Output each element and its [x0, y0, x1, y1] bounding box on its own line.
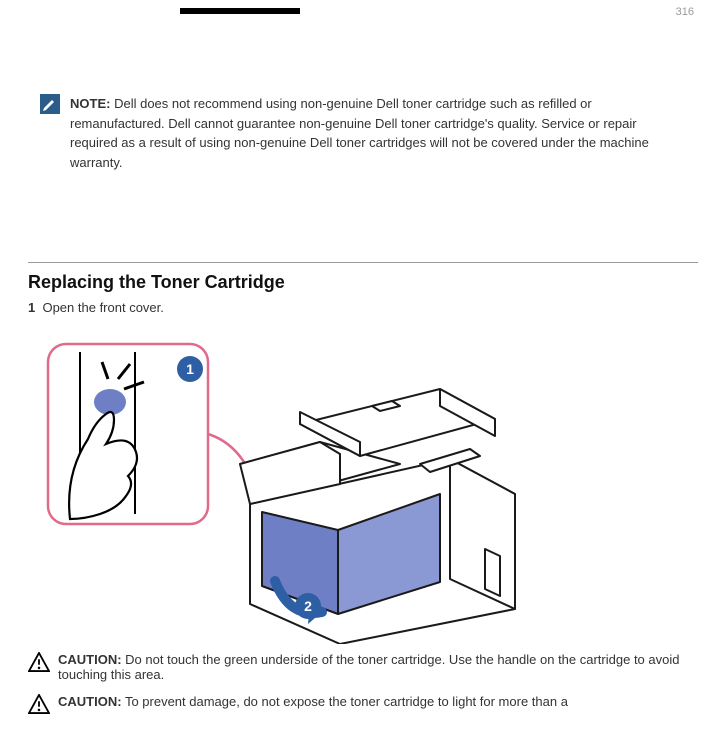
step-1-text: Open the front cover. — [42, 300, 163, 315]
pencil-note-icon — [40, 94, 60, 114]
section-title: Replacing the Toner Cartridge — [28, 272, 285, 293]
note-body: Dell does not recommend using non-genuin… — [70, 96, 649, 170]
caution1-label: CAUTION: — [58, 652, 122, 667]
printer-figure: 1 2 — [40, 324, 540, 644]
step-1: 1 Open the front cover. — [28, 300, 164, 315]
figure-badge-2: 2 — [304, 598, 312, 614]
warning-icon — [28, 694, 50, 714]
caution2-label: CAUTION: — [58, 694, 122, 709]
step-1-number: 1 — [28, 300, 35, 315]
top-tab-indicator — [180, 8, 300, 14]
warning-icon — [28, 652, 50, 672]
caution1-body: Do not touch the green underside of the … — [58, 652, 679, 682]
figure-badge-1: 1 — [186, 361, 194, 377]
note-label: NOTE: — [70, 96, 110, 111]
page-number: 316 — [676, 6, 694, 18]
note-text: NOTE: Dell does not recommend using non-… — [70, 94, 680, 172]
caution-1: CAUTION: Do not touch the green undersid… — [28, 652, 726, 682]
caution2-body: To prevent damage, do not expose the ton… — [125, 694, 568, 709]
note-block: NOTE: Dell does not recommend using non-… — [40, 94, 680, 172]
caution-2: CAUTION: To prevent damage, do not expos… — [28, 694, 568, 714]
section-divider — [28, 262, 698, 263]
